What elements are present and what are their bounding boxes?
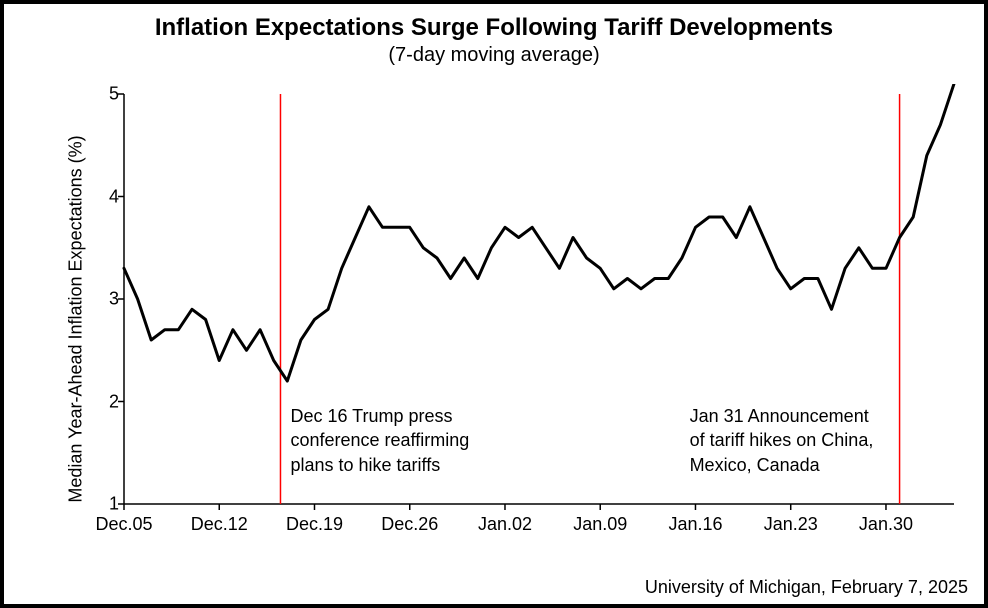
chart-title: Inflation Expectations Surge Following T…	[4, 14, 984, 42]
x-tick-label: Jan.09	[573, 514, 627, 535]
y-tick-label: 1	[109, 494, 119, 515]
event-annotation: Dec 16 Trump press conference reaffirmin…	[290, 404, 469, 477]
x-tick-label: Jan.02	[478, 514, 532, 535]
x-tick-label: Jan.16	[668, 514, 722, 535]
x-tick-label: Dec.12	[191, 514, 248, 535]
plot-area: Median Year-Ahead Inflation Expectations…	[64, 84, 964, 554]
x-tick-label: Dec.19	[286, 514, 343, 535]
y-tick-label: 4	[109, 186, 119, 207]
chart-subtitle: (7-day moving average)	[4, 44, 984, 67]
y-tick-label: 3	[109, 289, 119, 310]
chart-frame: Inflation Expectations Surge Following T…	[0, 0, 988, 608]
x-tick-label: Jan.23	[764, 514, 818, 535]
credit-line: University of Michigan, February 7, 2025	[645, 577, 968, 598]
x-tick-label: Dec.05	[95, 514, 152, 535]
chart-svg	[64, 84, 964, 554]
event-annotation: Jan 31 Announcement of tariff hikes on C…	[690, 404, 874, 477]
x-tick-label: Jan.30	[859, 514, 913, 535]
y-tick-label: 5	[109, 84, 119, 105]
x-tick-label: Dec.26	[381, 514, 438, 535]
y-tick-label: 2	[109, 391, 119, 412]
